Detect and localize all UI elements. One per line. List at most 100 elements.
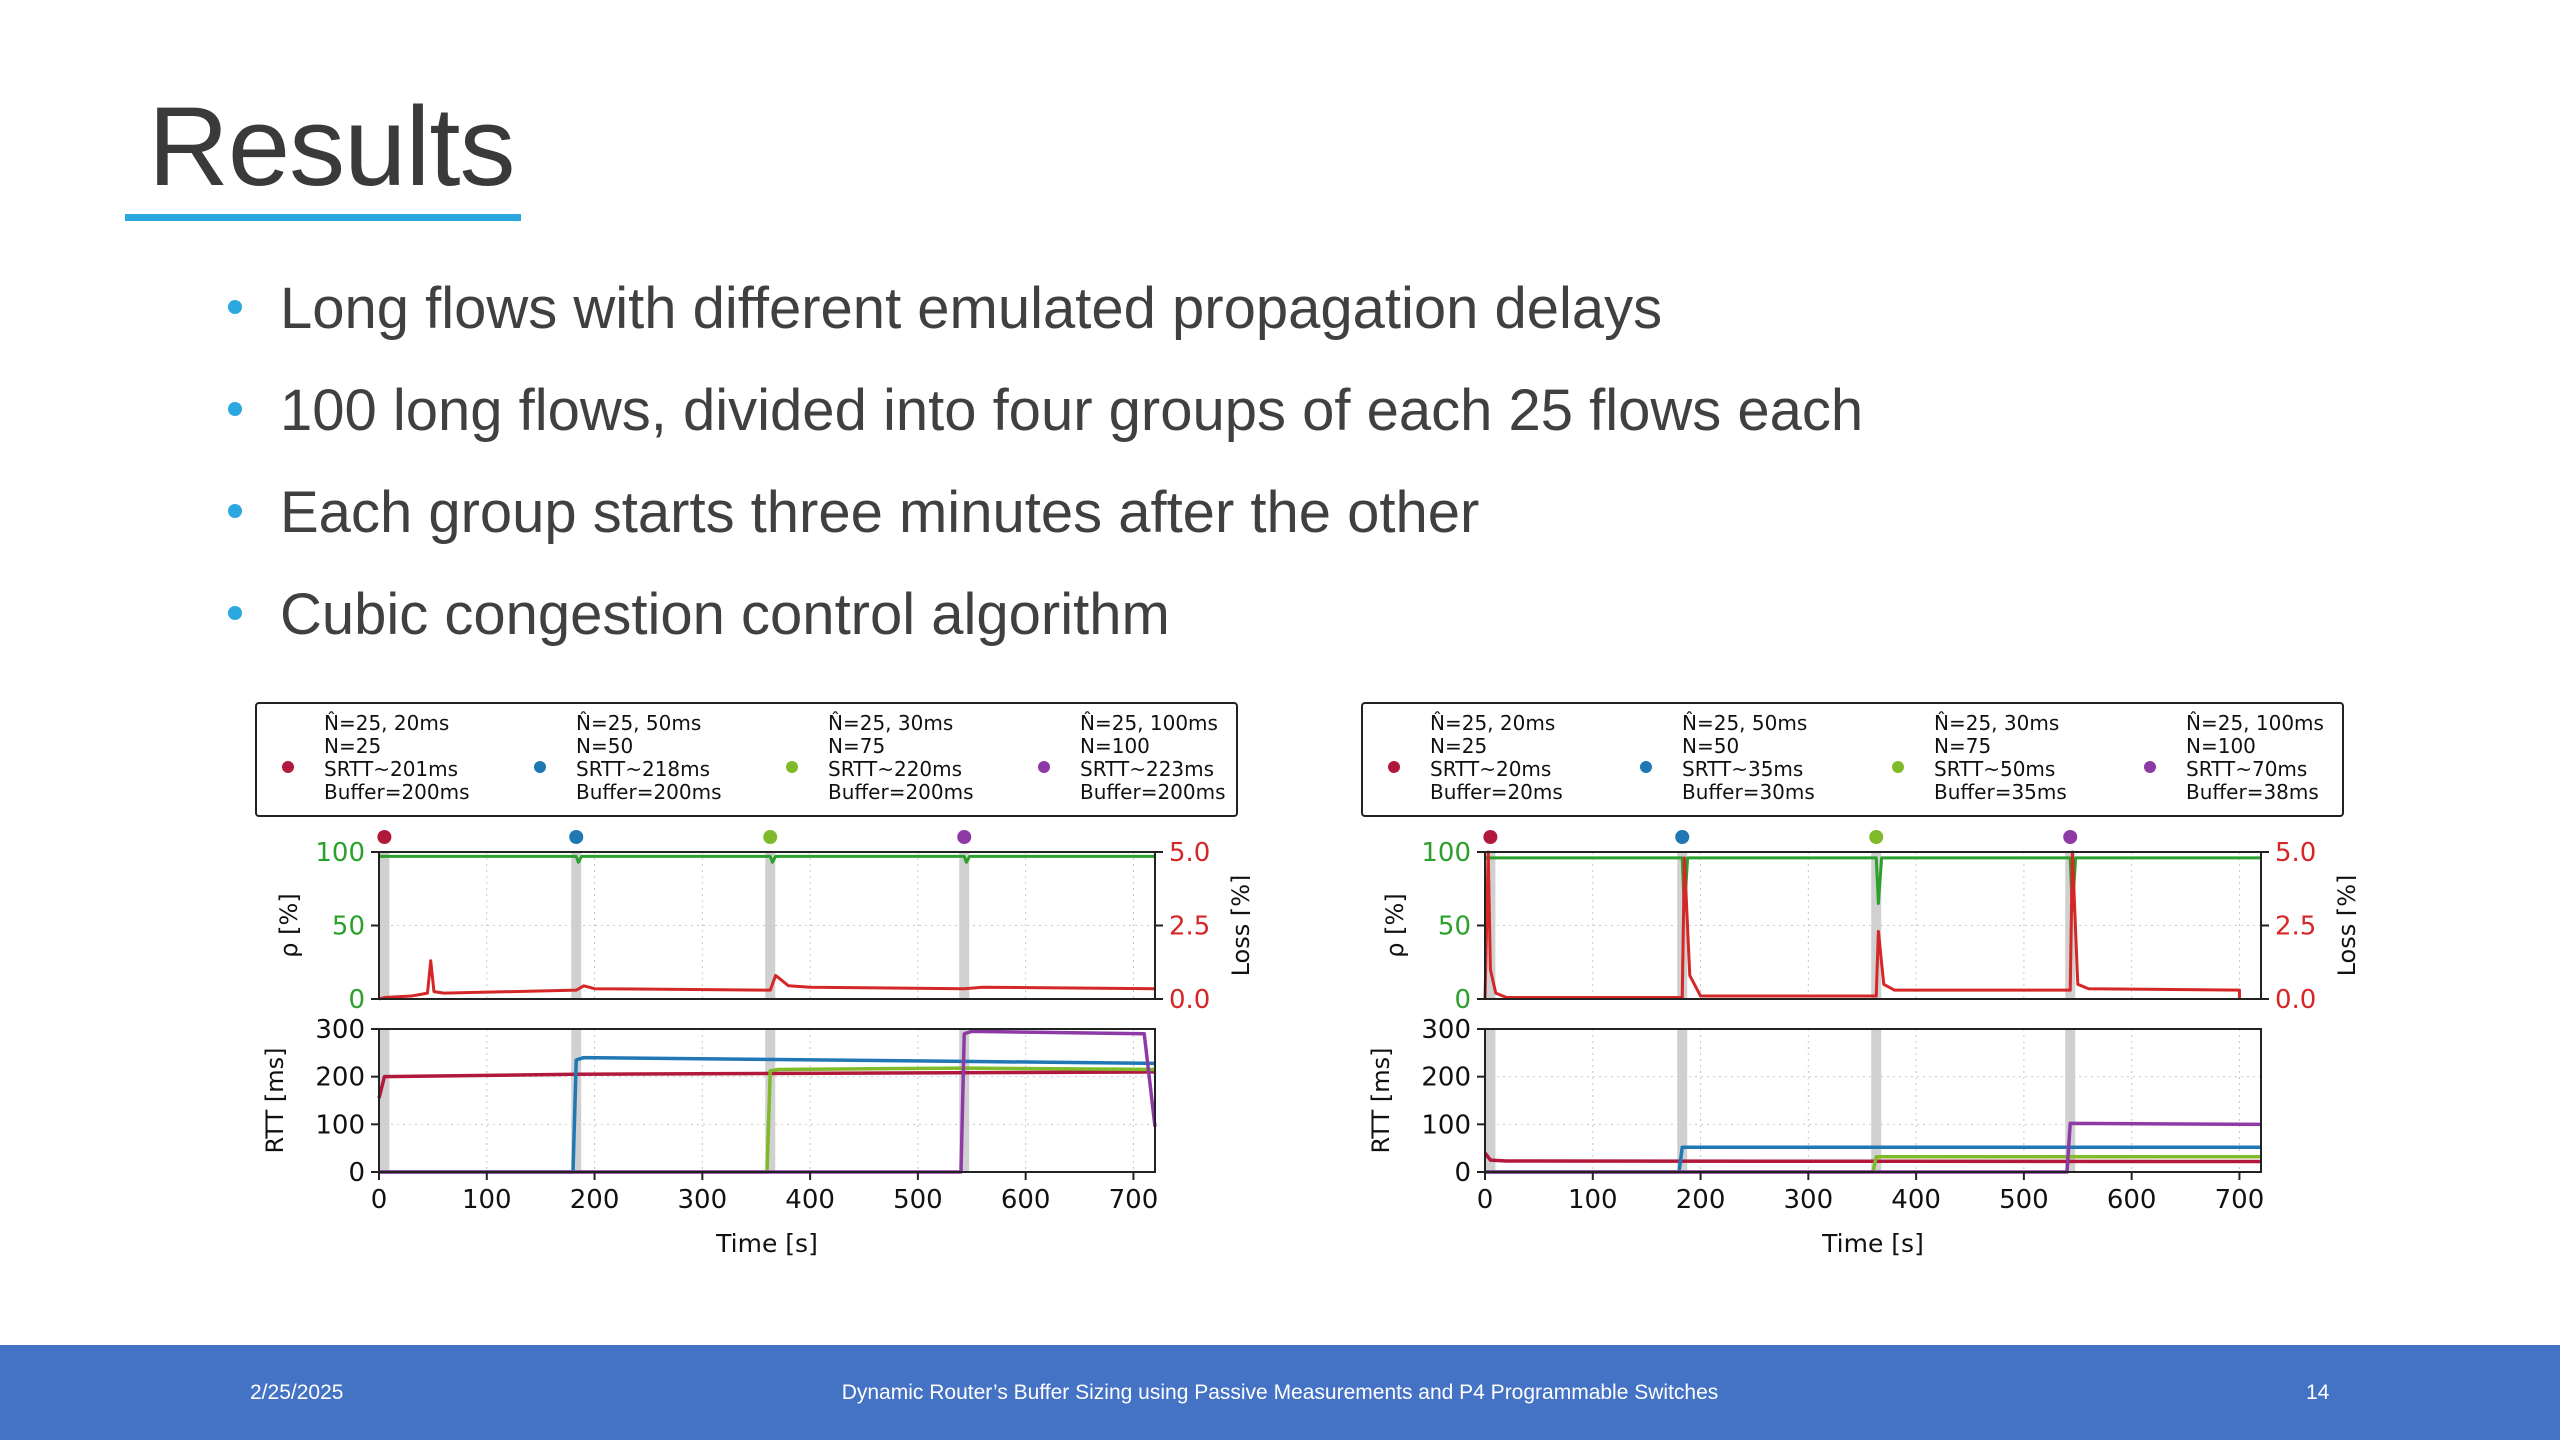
legend-marker bbox=[1640, 761, 1652, 773]
y-tick-label: 100 bbox=[315, 1110, 365, 1140]
legend-marker bbox=[1038, 761, 1050, 773]
y-tick-label: 200 bbox=[315, 1063, 365, 1093]
legend-box bbox=[1361, 702, 2344, 817]
y2-axis-title-loss: Loss [%] bbox=[2333, 875, 2356, 977]
start-band bbox=[1871, 1029, 1882, 1172]
title-underline bbox=[125, 214, 521, 221]
legend-marker bbox=[1388, 761, 1400, 773]
y-tick-label: 300 bbox=[1421, 1015, 1471, 1045]
y2-tick-label: 5.0 bbox=[1169, 838, 1210, 868]
legend-entry: SRTT~218ms bbox=[576, 757, 710, 781]
bullet-dot-icon bbox=[228, 606, 242, 620]
start-marker bbox=[377, 830, 392, 844]
legend-entry: Buffer=200ms bbox=[576, 780, 722, 804]
legend-entry: N=50 bbox=[1682, 734, 1739, 758]
legend-entry: SRTT~50ms bbox=[1934, 757, 2055, 781]
legend-entry: N=50 bbox=[576, 734, 633, 758]
start-band bbox=[379, 1029, 390, 1172]
x-tick-label: 0 bbox=[1477, 1185, 1494, 1215]
legend-entry: N̂=25, 100ms bbox=[1080, 711, 1218, 735]
legend-entry: N̂=25, 30ms bbox=[828, 711, 953, 735]
top-series-line-1 bbox=[1483, 850, 2241, 1000]
legend-entry: N=25 bbox=[324, 734, 381, 758]
y-axis-title-rtt: RTT [ms] bbox=[1367, 1047, 1395, 1153]
start-band bbox=[1677, 1029, 1688, 1172]
legend-entry: N̂=25, 50ms bbox=[1682, 711, 1807, 735]
legend-entry: SRTT~35ms bbox=[1682, 757, 1803, 781]
start-band bbox=[571, 852, 582, 999]
legend-entry: Buffer=200ms bbox=[1080, 780, 1226, 804]
rtt-series-line-0 bbox=[1483, 1151, 2262, 1164]
legend-marker bbox=[534, 761, 546, 773]
legend-entry: N=75 bbox=[828, 734, 885, 758]
bullet-text: 100 long flows, divided into four groups… bbox=[280, 378, 1864, 443]
y2-tick-label: 2.5 bbox=[2275, 912, 2316, 942]
start-marker bbox=[1675, 830, 1690, 844]
start-marker bbox=[2063, 830, 2078, 844]
x-axis-title: Time [s] bbox=[715, 1229, 818, 1258]
x-tick-label: 100 bbox=[462, 1185, 512, 1215]
x-axis-title: Time [s] bbox=[1821, 1229, 1924, 1258]
x-tick-label: 600 bbox=[2107, 1185, 2157, 1215]
x-tick-label: 0 bbox=[371, 1185, 388, 1215]
legend-entry: SRTT~20ms bbox=[1430, 757, 1551, 781]
legend-entry: Buffer=35ms bbox=[1934, 780, 2067, 804]
legend-entry: N̂=25, 20ms bbox=[1430, 711, 1555, 735]
legend-entry: SRTT~223ms bbox=[1080, 757, 1214, 781]
legend-entry: SRTT~70ms bbox=[2186, 757, 2307, 781]
slide-title: Results bbox=[148, 84, 515, 209]
bullet-dot-icon bbox=[228, 504, 242, 518]
legend-entry: SRTT~201ms bbox=[324, 757, 458, 781]
legend-entry: Buffer=200ms bbox=[324, 780, 470, 804]
top-series-line-0 bbox=[379, 854, 1155, 864]
x-tick-label: 300 bbox=[1784, 1185, 1834, 1215]
legend-marker bbox=[1892, 761, 1904, 773]
footer-bar: 2/25/2025 Dynamic Router’s Buffer Sizing… bbox=[0, 1345, 2560, 1440]
bullet-text: Each group starts three minutes after th… bbox=[280, 480, 1480, 545]
start-marker bbox=[957, 830, 972, 844]
x-tick-label: 500 bbox=[893, 1185, 943, 1215]
page-number: 14 bbox=[2306, 1381, 2330, 1404]
x-tick-label: 100 bbox=[1568, 1185, 1618, 1215]
x-tick-label: 700 bbox=[1109, 1185, 1159, 1215]
footer-title: Dynamic Router’s Buffer Sizing using Pas… bbox=[841, 1381, 1719, 1404]
x-tick-label: 300 bbox=[678, 1185, 728, 1215]
legend-entry: SRTT~220ms bbox=[828, 757, 962, 781]
y-tick-label: 50 bbox=[332, 912, 365, 942]
y-tick-label: 300 bbox=[315, 1015, 365, 1045]
footer-date: 2/25/2025 bbox=[250, 1381, 344, 1404]
legend-marker bbox=[786, 761, 798, 773]
legend-entry: N̂=25, 100ms bbox=[2186, 711, 2324, 735]
y-tick-label: 0 bbox=[348, 1158, 365, 1188]
y-axis-title-rtt: RTT [ms] bbox=[261, 1047, 289, 1153]
y-tick-label: 0 bbox=[1454, 1158, 1471, 1188]
y-tick-label: 0 bbox=[348, 985, 365, 1015]
y-tick-label: 100 bbox=[1421, 1110, 1471, 1140]
legend-marker bbox=[2144, 761, 2156, 773]
legend-entry: N̂=25, 30ms bbox=[1934, 711, 2059, 735]
start-marker bbox=[763, 830, 778, 844]
bullet-text: Long flows with different emulated propa… bbox=[280, 276, 1663, 341]
start-band bbox=[2065, 1029, 2076, 1172]
y2-tick-label: 0.0 bbox=[2275, 985, 2316, 1015]
bullet-dot-icon bbox=[228, 402, 242, 416]
y-axis-title-rho: ρ [%] bbox=[275, 893, 303, 957]
legend-entry: Buffer=38ms bbox=[2186, 780, 2319, 804]
y-tick-label: 50 bbox=[1438, 912, 1471, 942]
top-series-line-1 bbox=[378, 959, 1156, 1001]
y-tick-label: 0 bbox=[1454, 985, 1471, 1015]
start-band bbox=[959, 852, 970, 999]
legend-entry: N=75 bbox=[1934, 734, 1991, 758]
x-tick-label: 700 bbox=[2215, 1185, 2265, 1215]
y2-axis-title-loss: Loss [%] bbox=[1227, 875, 1250, 977]
x-tick-label: 200 bbox=[1676, 1185, 1726, 1215]
y-tick-label: 100 bbox=[1421, 838, 1471, 868]
legend-entry: N=100 bbox=[1080, 734, 1150, 758]
x-tick-label: 600 bbox=[1001, 1185, 1051, 1215]
legend-entry: N̂=25, 50ms bbox=[576, 711, 701, 735]
y-tick-label: 100 bbox=[315, 838, 365, 868]
x-tick-label: 500 bbox=[1999, 1185, 2049, 1215]
legend-entry: Buffer=200ms bbox=[828, 780, 974, 804]
y2-tick-label: 0.0 bbox=[1169, 985, 1210, 1015]
